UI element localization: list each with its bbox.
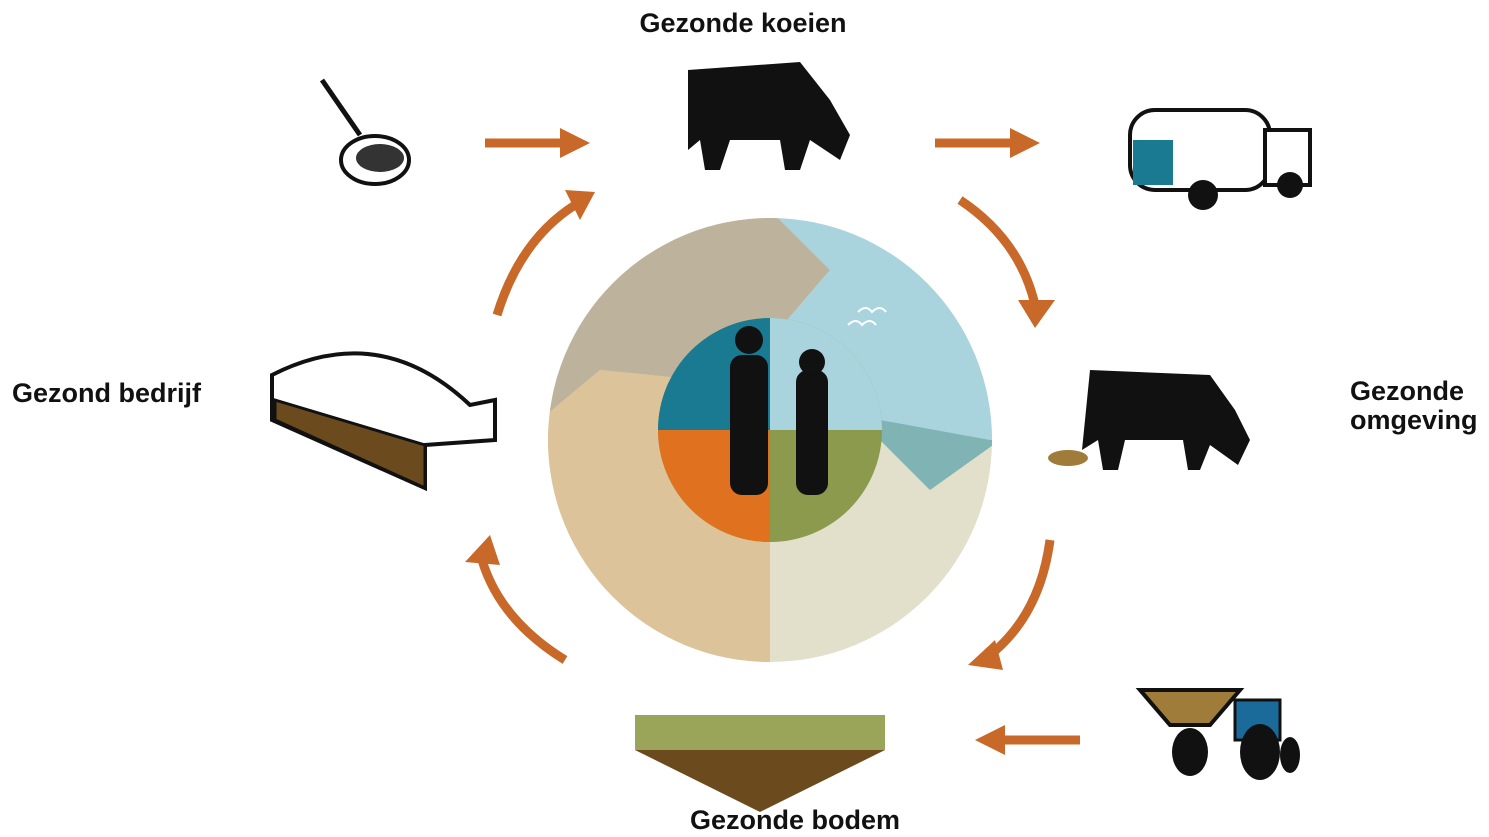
- diagram: Gezonde koeien Gezond bedrijf Gezonde om…: [0, 0, 1489, 837]
- label-omgeving: Gezonde: [1350, 376, 1464, 406]
- label-koeien: Gezonde koeien: [639, 8, 846, 38]
- label-bodem: Gezonde bodem: [690, 805, 900, 835]
- label-omgeving: omgeving: [1350, 405, 1478, 435]
- central-circle: [540, 210, 1000, 670]
- page: Gezonde koeien Gezond bedrijf Gezonde om…: [0, 0, 1489, 837]
- label-bedrijf: Gezond bedrijf: [12, 378, 202, 408]
